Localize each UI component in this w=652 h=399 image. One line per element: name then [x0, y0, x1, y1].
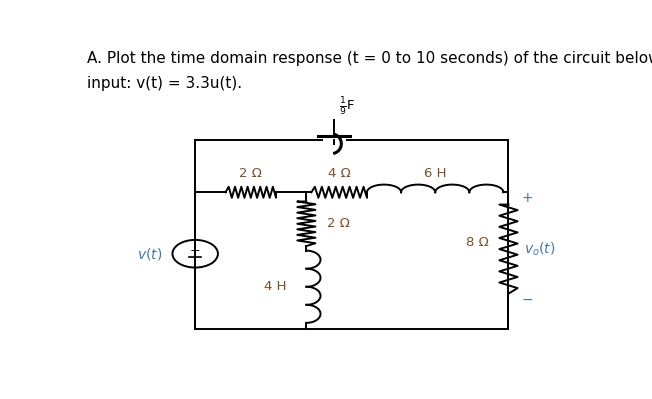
Text: A. Plot the time domain response (t = 0 to 10 seconds) of the circuit below for : A. Plot the time domain response (t = 0 … [87, 51, 652, 66]
Text: +: + [521, 192, 533, 205]
Text: +: + [190, 243, 201, 257]
Text: 4 Ω: 4 Ω [328, 167, 351, 180]
Text: 8 Ω: 8 Ω [466, 237, 488, 249]
Text: $\frac{1}{9}$F: $\frac{1}{9}$F [339, 95, 355, 118]
Text: input: v(t) = 3.3u(t).: input: v(t) = 3.3u(t). [87, 75, 242, 91]
Text: $v(t)$: $v(t)$ [137, 246, 162, 262]
Text: −: − [521, 293, 533, 307]
Text: $v_o(t)$: $v_o(t)$ [524, 241, 556, 258]
Text: 6 H: 6 H [424, 167, 447, 180]
Text: 2 Ω: 2 Ω [239, 167, 262, 180]
Text: 2 Ω: 2 Ω [327, 217, 349, 230]
Text: 4 H: 4 H [263, 280, 286, 293]
